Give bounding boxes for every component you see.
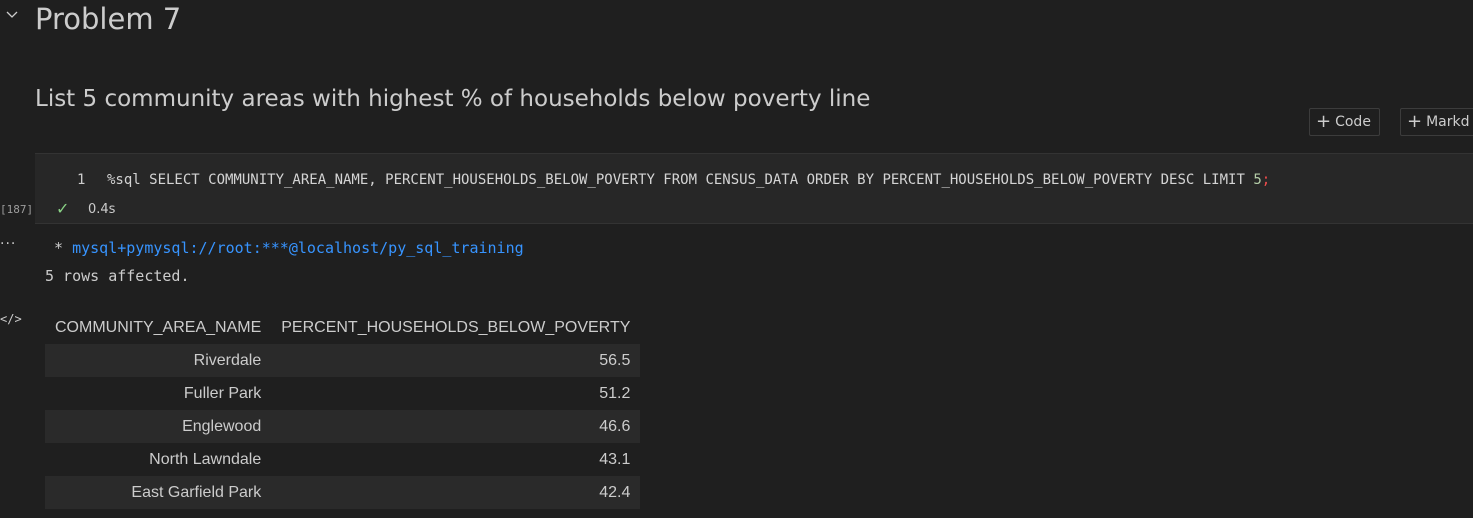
community-area-cell: Fuller Park <box>45 377 272 410</box>
add-markdown-cell-button[interactable]: + Markd <box>1400 108 1473 136</box>
column-header: PERCENT_HOUSEHOLDS_BELOW_POVERTY <box>281 318 631 336</box>
table-row: Englewood 46.6 <box>45 410 641 443</box>
poverty-percent-cell: 42.4 <box>271 476 641 509</box>
plus-icon: + <box>1407 111 1423 132</box>
ellipsis-icon[interactable]: ··· <box>0 236 17 252</box>
code-sql-text: %sql SELECT COMMUNITY_AREA_NAME, PERCENT… <box>107 172 1254 188</box>
code-terminator: ; <box>1261 172 1271 188</box>
community-area-cell: Englewood <box>45 410 272 443</box>
poverty-percent-cell: 51.2 <box>271 377 641 410</box>
markdown-heading: Problem 7 <box>35 2 182 36</box>
connection-link: mysql+pymysql://root:***@localhost/py_sq… <box>72 239 524 257</box>
code-icon[interactable]: </> <box>0 312 22 326</box>
table-row: North Lawndale 43.1 <box>45 443 641 476</box>
execution-count: [187] <box>0 203 34 216</box>
execution-duration: 0.4s <box>88 202 116 217</box>
code-cell-editor[interactable]: 1 %sql SELECT COMMUNITY_AREA_NAME, PERCE… <box>35 153 1473 224</box>
column-header: COMMUNITY_AREA_NAME <box>55 318 262 336</box>
code-line[interactable]: %sql SELECT COMMUNITY_AREA_NAME, PERCENT… <box>107 170 1270 190</box>
line-number: 1 <box>77 172 86 188</box>
markdown-description: List 5 community areas with highest % of… <box>35 86 871 112</box>
poverty-percent-cell: 46.6 <box>271 410 641 443</box>
community-area-cell: North Lawndale <box>45 443 272 476</box>
table-row: East Garfield Park 42.4 <box>45 476 641 509</box>
poverty-percent-cell: 43.1 <box>271 443 641 476</box>
connection-prefix: * <box>45 239 73 257</box>
add-code-label: Code <box>1335 114 1371 130</box>
add-code-cell-button[interactable]: + Code <box>1309 108 1380 136</box>
plus-icon: + <box>1316 111 1332 132</box>
code-limit-value: 5 <box>1253 172 1262 188</box>
community-area-cell: East Garfield Park <box>45 476 272 509</box>
table-header-row: COMMUNITY_AREA_NAME PERCENT_HOUSEHOLDS_B… <box>45 311 640 344</box>
community-area-cell: Riverdale <box>45 344 272 377</box>
check-icon: ✓ <box>56 199 70 218</box>
result-table: COMMUNITY_AREA_NAME PERCENT_HOUSEHOLDS_B… <box>45 311 641 509</box>
rows-affected-text: 5 rows affected. <box>45 267 190 285</box>
chevron-down-icon[interactable] <box>4 6 20 22</box>
table-row: Fuller Park 51.2 <box>45 377 641 410</box>
table-row: Riverdale 56.5 <box>45 344 641 377</box>
poverty-percent-cell: 56.5 <box>271 344 641 377</box>
add-markdown-label: Markd <box>1426 114 1470 130</box>
connection-string: * mysql+pymysql://root:***@localhost/py_… <box>45 238 524 258</box>
